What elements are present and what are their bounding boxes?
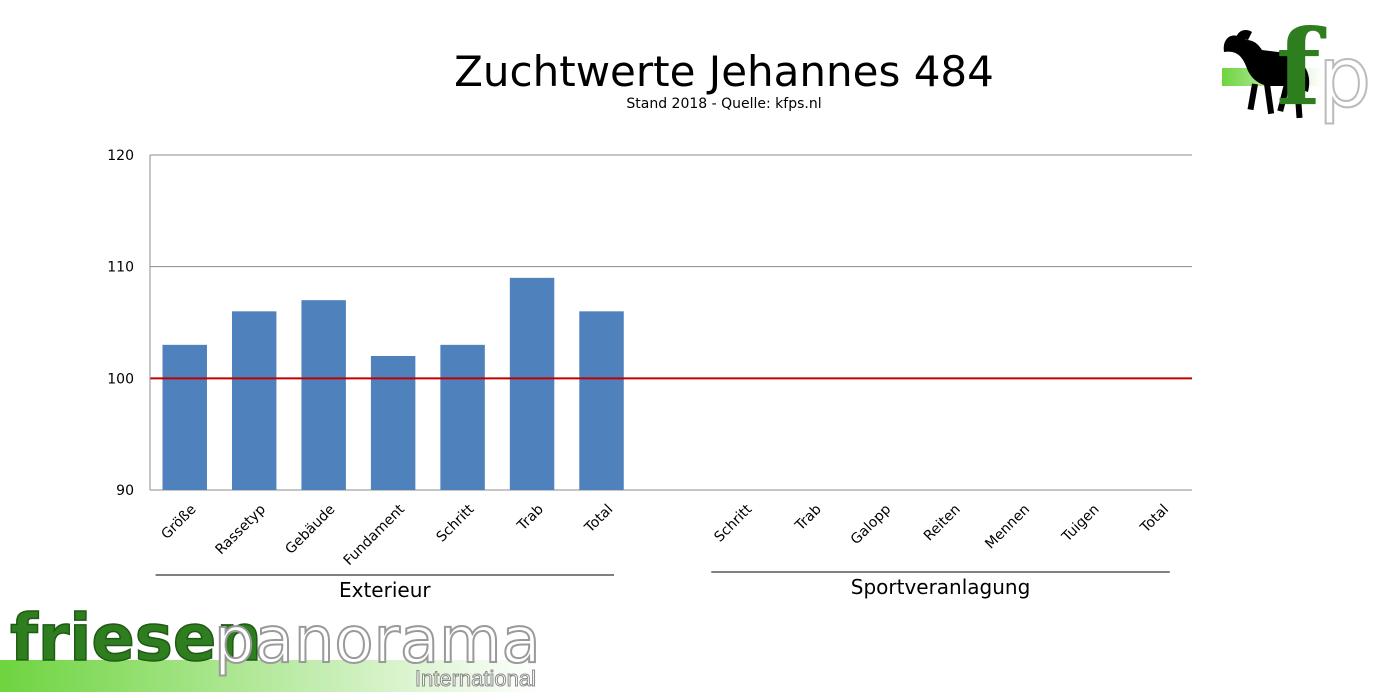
category-label: Rassetyp (213, 501, 270, 558)
group-labels: Exterieur Sportveranlagung (155, 571, 1170, 602)
group-label: Sportveranlagung (851, 575, 1031, 599)
category-label: Fundament (341, 501, 409, 569)
category-label: Gebäude (282, 502, 338, 558)
horse-icon (1223, 30, 1310, 119)
y-tick-label: 120 (107, 148, 134, 164)
logo-letter-f: f (1276, 6, 1327, 129)
chart-subtitle: Stand 2018 - Quelle: kfps.nl (626, 96, 821, 112)
y-tick-label: 110 (107, 260, 134, 276)
bar (509, 277, 555, 490)
category-label: Tuigen (1058, 502, 1102, 546)
axis-layer: 90 100 110 120 (107, 148, 151, 499)
y-tick-label: 90 (116, 483, 134, 499)
category-label: Schritt (711, 501, 755, 545)
logo-subtitle: International (415, 666, 536, 691)
category-label: Total (581, 502, 616, 537)
bar (301, 300, 346, 490)
logo-green-band (0, 660, 540, 692)
category-label: Trab (514, 501, 547, 534)
friesenpanorama-logo: friesen panorama International (0, 601, 542, 692)
category-label: Größe (158, 502, 199, 543)
y-tick-label: 100 (107, 371, 134, 387)
category-label: Reiten (921, 502, 964, 545)
chart-title: Zuchtwerte Jehannes 484 (454, 47, 994, 96)
logo-word-panorama: panorama (214, 604, 541, 678)
category-label: Schritt (434, 501, 478, 545)
category-label: Total (1137, 502, 1172, 537)
category-labels: Größe Rassetyp Gebäude Fundament Schritt Trab… (158, 501, 1172, 569)
logo-word-friesen: friesen (10, 602, 262, 676)
category-label: Trab (792, 501, 825, 534)
logo-letter-p: p (1318, 28, 1371, 126)
bar (370, 356, 416, 490)
bar (162, 344, 207, 490)
bar (579, 311, 624, 490)
bars-layer (162, 277, 624, 490)
bar (231, 311, 277, 490)
group-label: Exterieur (339, 578, 431, 602)
category-label: Galopp (848, 501, 895, 548)
fp-logo: f p (1222, 6, 1372, 129)
bar (440, 344, 485, 490)
category-label: Mennen (982, 502, 1033, 553)
